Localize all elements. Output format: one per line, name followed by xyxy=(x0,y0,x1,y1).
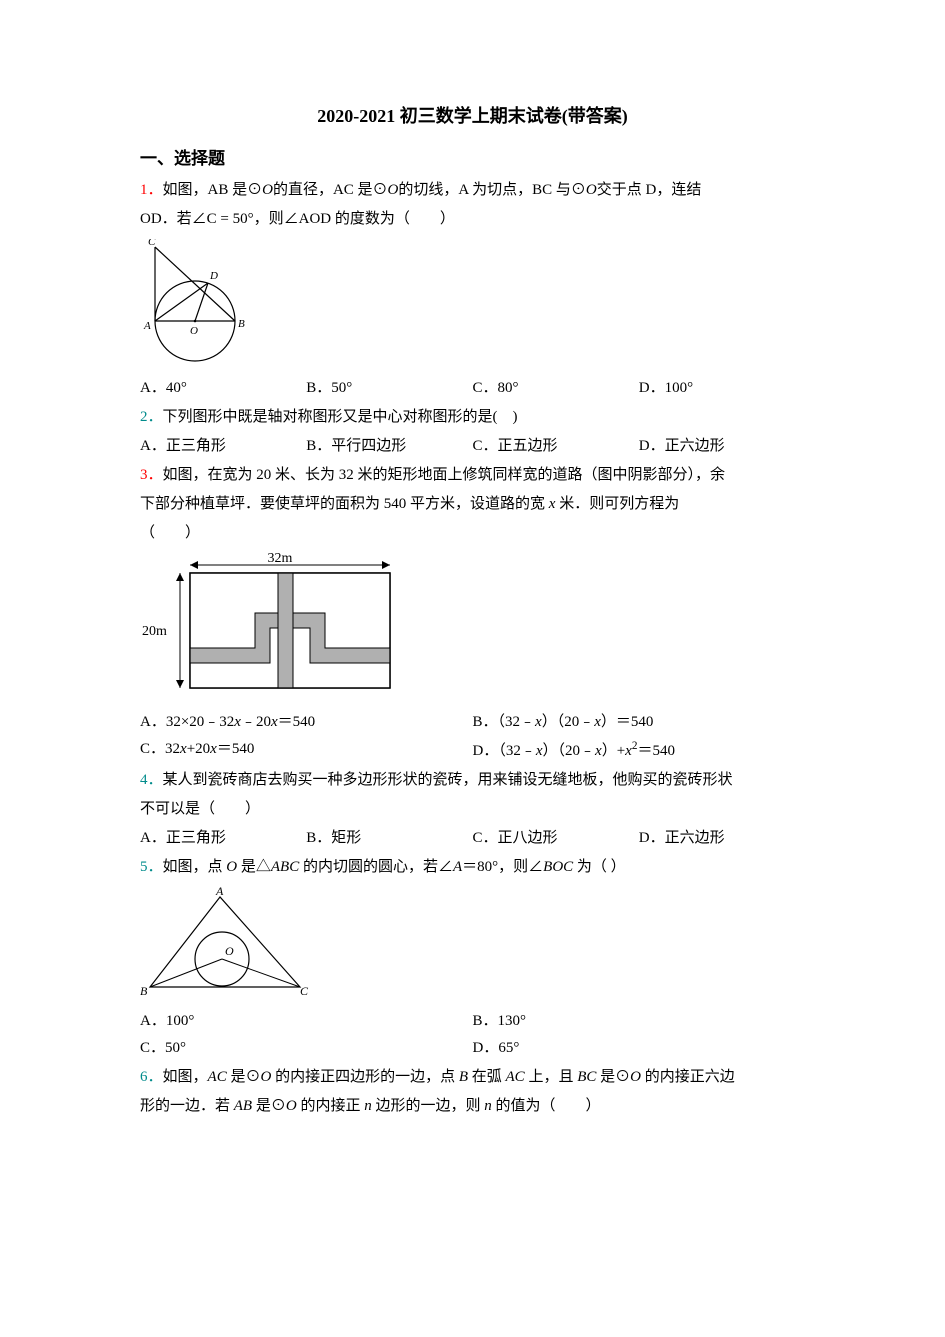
q3-diagram: 32m 20m xyxy=(140,553,805,703)
q1-option-d: D．100° xyxy=(639,375,805,402)
q1-line2: OD．若∠C = 50°，则∠AOD 的度数为（ ） xyxy=(140,206,805,233)
q5-options: A．100° B．130° C．50° D．65° xyxy=(140,1008,805,1062)
q5-option-b: B．130° xyxy=(473,1008,806,1035)
q5-text: 5．如图，点 O 是△ABC 的内切圆的圆心，若∠A＝80°，则∠BOC 为（ … xyxy=(140,854,805,881)
q3-number: 3． xyxy=(140,467,163,483)
q1-option-c: C．80° xyxy=(473,375,639,402)
q3-line1: 3．如图，在宽为 20 米、长为 32 米的矩形地面上修筑同样宽的道路（图中阴影… xyxy=(140,462,805,489)
q3-option-d: D．（32﹣x）（20﹣x）+x2＝540 xyxy=(473,736,806,765)
svg-text:C: C xyxy=(300,984,309,998)
q3-options: A．32×20﹣32x﹣20x＝540 B．（32﹣x）（20﹣x）＝540 C… xyxy=(140,709,805,765)
svg-text:O: O xyxy=(190,325,198,337)
q4-option-b: B．矩形 xyxy=(306,825,472,852)
q4-line1: 4．某人到瓷砖商店去购买一种多边形形状的瓷砖，用来铺设无缝地板，他购买的瓷砖形状 xyxy=(140,767,805,794)
q2-option-c: C．正五边形 xyxy=(473,433,639,460)
q5-option-d: D．65° xyxy=(473,1035,806,1062)
q2-option-d: D．正六边形 xyxy=(639,433,805,460)
q5-number: 5． xyxy=(140,859,163,875)
q4-option-d: D．正六边形 xyxy=(639,825,805,852)
q1-option-a: A．40° xyxy=(140,375,306,402)
q2-text: 2．下列图形中既是轴对称图形又是中心对称图形的是( ) xyxy=(140,404,805,431)
q2-number: 2． xyxy=(140,409,163,425)
page-title: 2020-2021 初三数学上期末试卷(带答案) xyxy=(140,100,805,132)
q3-line2: 下部分种植草坪．要使草坪的面积为 540 平方米，设道路的宽 x 米．则可列方程… xyxy=(140,491,805,518)
q3-label-32: 32m xyxy=(268,553,293,566)
svg-text:A: A xyxy=(215,887,224,898)
q3-blank: （ ） xyxy=(140,520,805,547)
q2-option-b: B．平行四边形 xyxy=(306,433,472,460)
svg-text:B: B xyxy=(238,318,245,330)
q5-option-a: A．100° xyxy=(140,1008,473,1035)
q6-line1: 6．如图，AC 是⊙O 的内接正四边形的一边，点 B 在弧 AC 上，且 BC … xyxy=(140,1064,805,1091)
q2-options: A．正三角形 B．平行四边形 C．正五边形 D．正六边形 xyxy=(140,433,805,460)
q4-options: A．正三角形 B．矩形 C．正八边形 D．正六边形 xyxy=(140,825,805,852)
q3-option-b: B．（32﹣x）（20﹣x）＝540 xyxy=(473,709,806,736)
q5-option-c: C．50° xyxy=(140,1035,473,1062)
q1-line1: 1．如图，AB 是⊙O的直径，AC 是⊙O的切线，A 为切点，BC 与⊙O交于点… xyxy=(140,177,805,204)
q1-diagram: C D A B O xyxy=(140,239,805,369)
q6-line2: 形的一边．若 AB 是⊙O 的内接正 n 边形的一边，则 n 的值为（ ） xyxy=(140,1093,805,1120)
q1-number: 1． xyxy=(140,182,163,198)
section-1-header: 一、选择题 xyxy=(140,144,805,175)
q3-option-a: A．32×20﹣32x﹣20x＝540 xyxy=(140,709,473,736)
q4-option-c: C．正八边形 xyxy=(473,825,639,852)
svg-text:D: D xyxy=(209,270,218,282)
q4-number: 4． xyxy=(140,772,163,788)
svg-text:O: O xyxy=(225,944,234,958)
svg-text:A: A xyxy=(143,320,151,332)
svg-text:B: B xyxy=(140,984,148,998)
q1-options: A．40° B．50° C．80° D．100° xyxy=(140,375,805,402)
q3-label-20: 20m xyxy=(142,624,167,639)
q5-diagram: A B C O xyxy=(140,887,805,1002)
page: 2020-2021 初三数学上期末试卷(带答案) 一、选择题 1．如图，AB 是… xyxy=(0,0,945,1337)
svg-text:C: C xyxy=(148,239,156,248)
q3-option-c: C．32x+20x＝540 xyxy=(140,736,473,765)
q4-option-a: A．正三角形 xyxy=(140,825,306,852)
q4-line2: 不可以是（ ） xyxy=(140,796,805,823)
q6-number: 6． xyxy=(140,1069,163,1085)
q2-option-a: A．正三角形 xyxy=(140,433,306,460)
q1-option-b: B．50° xyxy=(306,375,472,402)
